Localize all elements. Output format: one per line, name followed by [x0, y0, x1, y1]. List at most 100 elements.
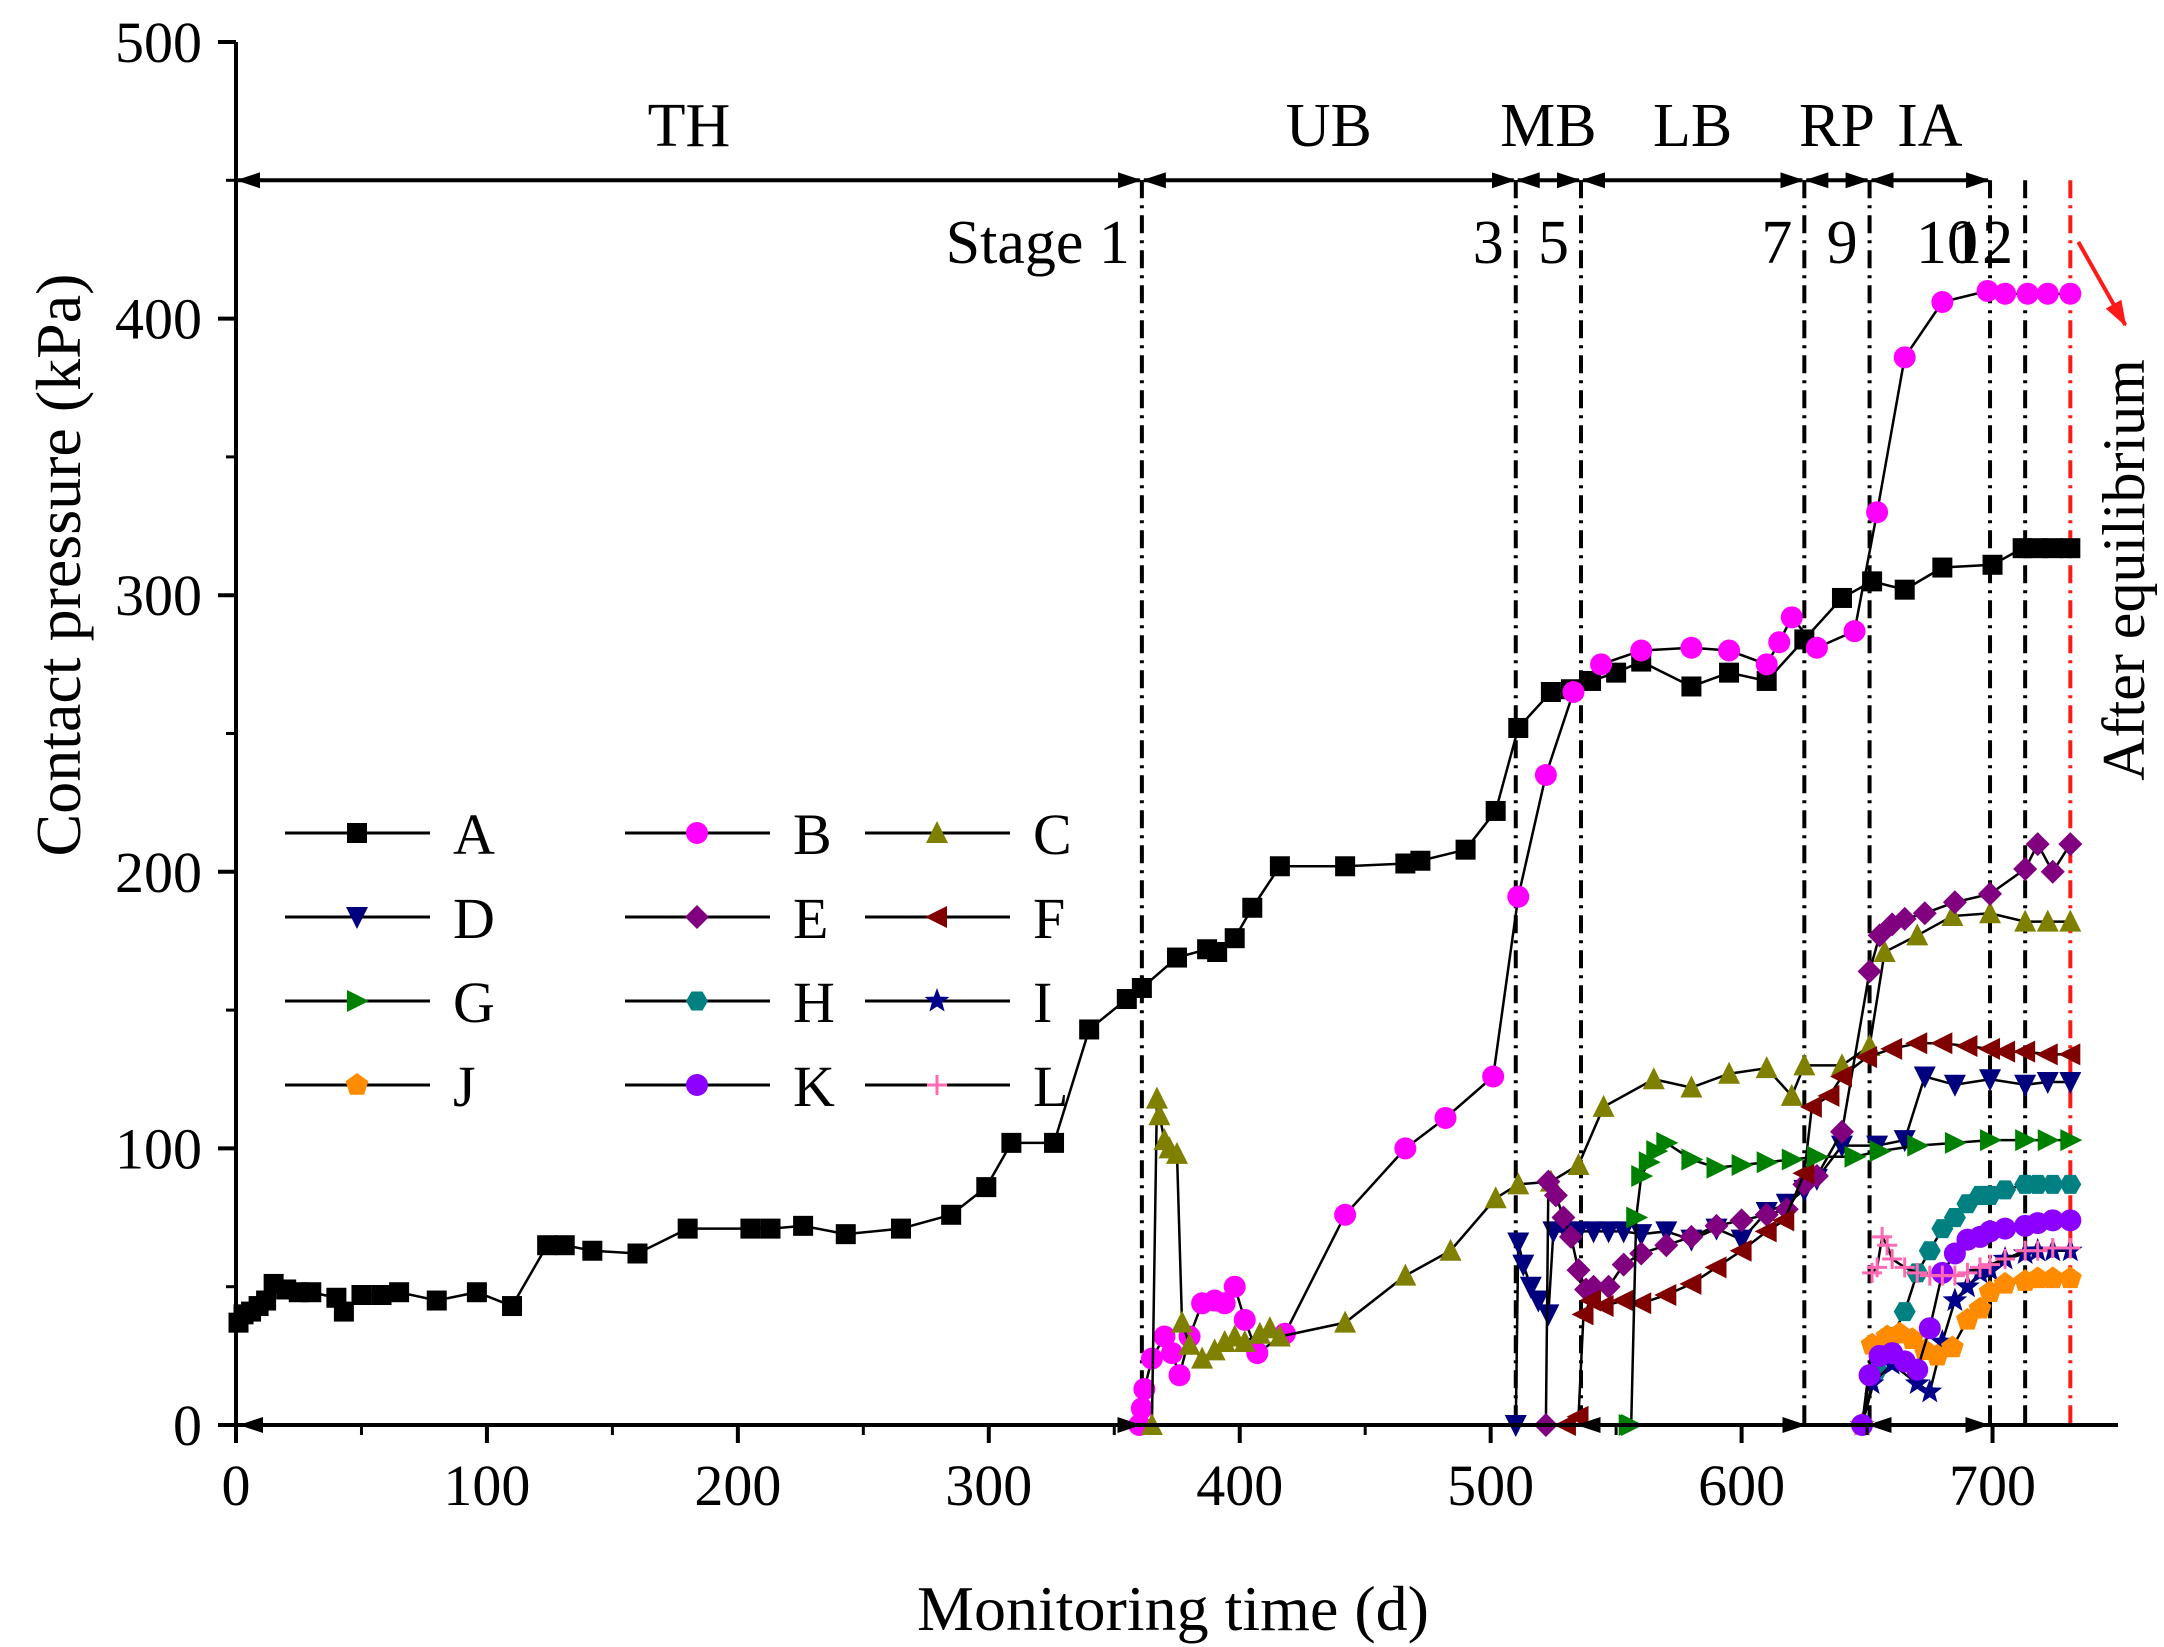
- data-point: [582, 1240, 603, 1261]
- data-point: [1681, 1148, 1704, 1171]
- data-point: [1755, 1056, 1778, 1079]
- y-axis-label: Contact pressure (kPa): [23, 274, 94, 857]
- data-point: [1844, 1145, 1867, 1168]
- data-point: [2042, 538, 2063, 559]
- data-point: [1133, 1378, 1156, 1401]
- data-point: [502, 1296, 523, 1317]
- data-point: [2025, 832, 2050, 857]
- data-point: [1116, 989, 1137, 1010]
- data-point: [351, 1284, 372, 1305]
- data-point: [1978, 1037, 2001, 1060]
- data-point: [627, 1243, 648, 1264]
- legend-item-d: D: [285, 886, 495, 951]
- data-point: [1893, 1302, 1916, 1322]
- phase-label: RP: [1799, 92, 1875, 160]
- data-point: [1957, 1262, 1978, 1283]
- data-point: [1780, 1083, 1803, 1106]
- y-tick-label: 400: [115, 287, 202, 352]
- data-point: [1626, 1206, 1649, 1229]
- legend-label: H: [793, 970, 835, 1035]
- data-point: [1906, 1358, 1929, 1381]
- data-point: [677, 1218, 698, 1239]
- x-tick-label: 0: [222, 1453, 251, 1518]
- data-point: [1858, 1364, 1881, 1387]
- data-point: [1978, 881, 2003, 906]
- data-point: [1131, 977, 1152, 998]
- data-point: [1167, 947, 1187, 968]
- data-point: [1434, 1106, 1457, 1129]
- data-point: [1730, 1229, 1753, 1252]
- data-point: [1611, 1252, 1636, 1277]
- data-point: [1654, 1233, 1679, 1258]
- data-point: [2012, 538, 2033, 559]
- data-point: [1980, 1129, 2003, 1152]
- data-point: [1877, 1235, 1898, 1256]
- x-tick-label: 600: [1698, 1453, 1785, 1518]
- data-point: [1508, 717, 1529, 738]
- data-point: [1485, 800, 1506, 821]
- data-point: [1566, 1258, 1591, 1283]
- data-point: [1929, 1329, 1955, 1353]
- data-point: [1894, 579, 1915, 600]
- series-j: [1850, 1266, 2082, 1435]
- data-point: [1942, 890, 1967, 915]
- data-point: [1799, 1095, 1822, 1118]
- data-point: [1395, 853, 1416, 874]
- data-point: [1893, 346, 1916, 369]
- data-point: [1894, 1257, 1915, 1278]
- data-point: [1484, 1186, 1507, 1209]
- legend-label: C: [1033, 802, 1072, 867]
- data-point: [1942, 1287, 1968, 1312]
- data-point: [371, 1284, 392, 1305]
- data-point: [1768, 631, 1791, 654]
- data-point: [1912, 901, 1937, 926]
- data-point: [1893, 1130, 1916, 1153]
- stage-label: 12: [1951, 209, 2013, 277]
- data-point: [1191, 1346, 1214, 1369]
- data-point: [1866, 501, 1889, 524]
- data-point: [1507, 1172, 1530, 1195]
- data-point: [1756, 670, 1777, 691]
- legend-marker: [347, 990, 369, 1012]
- data-point: [1792, 1162, 1815, 1185]
- data-point: [1969, 1257, 1990, 1278]
- data-point: [1976, 279, 1999, 302]
- data-point: [1994, 282, 2017, 305]
- data-point: [2036, 1072, 2059, 1095]
- data-point: [1519, 1276, 1542, 1299]
- data-point: [1772, 1209, 1795, 1232]
- data-point: [1567, 1221, 1590, 1244]
- data-point: [537, 1235, 558, 1256]
- phase-arrows: TH UB MB LB RP IA: [236, 92, 1991, 189]
- data-point: [1704, 1256, 1727, 1279]
- legend-label: I: [1033, 970, 1052, 1035]
- data-point: [1642, 1067, 1665, 1090]
- data-point: [1729, 1208, 1754, 1233]
- data-point: [1729, 1239, 1752, 1262]
- data-point: [2041, 1209, 2064, 1232]
- data-point: [1335, 856, 1356, 877]
- data-point: [2041, 1174, 2064, 1194]
- data-point: [1394, 1263, 1417, 1286]
- y-tick-label: 300: [115, 563, 202, 628]
- data-point: [1679, 1272, 1702, 1295]
- x-tick-label: 100: [443, 1453, 530, 1518]
- data-point: [1543, 1183, 1568, 1208]
- data-point: [1994, 1217, 2017, 1240]
- legend-label: J: [453, 1054, 476, 1119]
- data-point: [1941, 904, 1964, 927]
- stage-label: 9: [1827, 209, 1858, 277]
- legend-marker: [925, 906, 947, 928]
- data-point: [1873, 940, 1896, 963]
- series-a: [228, 538, 2081, 1333]
- data-point: [1718, 1061, 1741, 1084]
- data-point: [1955, 1273, 1980, 1298]
- data-point: [1993, 1271, 2017, 1294]
- data-point: [554, 1235, 575, 1256]
- data-point: [2013, 1040, 2036, 1063]
- data-point: [1880, 1037, 1903, 1060]
- data-point: [2058, 1266, 2082, 1289]
- data-point: [1882, 1249, 1903, 1270]
- data-point: [1869, 1140, 1892, 1163]
- data-point: [1681, 676, 1702, 697]
